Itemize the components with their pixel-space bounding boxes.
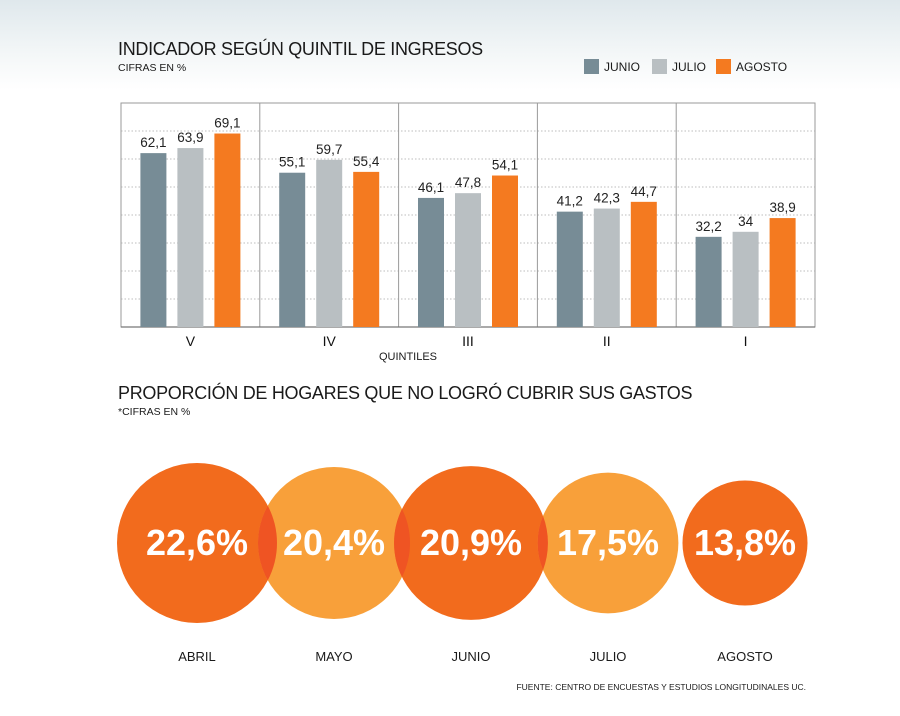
bubble-value-label: 20,4% (283, 522, 385, 563)
bar-julio-iii (455, 193, 481, 327)
bar-agosto-iv (353, 171, 380, 327)
bubble-month-label: JUNIO (452, 649, 491, 664)
bar-junio-v (140, 153, 167, 327)
bar-agosto-ii (630, 201, 657, 327)
bar-junio-iv (279, 172, 306, 327)
x-tick-label: III (462, 333, 474, 349)
bar-chart-subtitle: CIFRAS EN % (118, 62, 186, 74)
bar-junio-ii (556, 211, 583, 327)
bubble-julio (537, 472, 679, 614)
bar-agosto-v (214, 133, 241, 327)
bar-julio-ii (593, 208, 620, 327)
bubble-overlap (537, 515, 548, 571)
bubble-agosto (682, 480, 808, 606)
bar-value-label: 55,1 (279, 155, 305, 170)
source-note: FUENTE: CENTRO DE ENCUESTAS Y ESTUDIOS L… (516, 682, 806, 692)
bubble-abril (117, 463, 277, 623)
bar-chart-plot: 62,1 63,9 69,1 V 55,1 59,7 55,4 IV 46,1 47,8 54,1 I… (120, 102, 816, 349)
bubble-overlap (257, 505, 277, 581)
bar-agosto-i (769, 218, 796, 327)
bar-value-label: 62,1 (140, 135, 166, 150)
bar-junio-iii (418, 197, 444, 327)
x-axis-title: QUINTILES (379, 351, 437, 363)
bar-value-label: 69,1 (214, 116, 240, 131)
bubble-chart-title: PROPORCIÓN DE HOGARES QUE NO LOGRÓ CUBRI… (118, 382, 692, 403)
bar-value-label: 41,2 (557, 194, 583, 209)
bubble-month-label: ABRIL (178, 649, 216, 664)
bubble-month-label: MAYO (315, 649, 352, 664)
bubble-mayo (257, 466, 411, 620)
bar-value-label: 54,1 (492, 158, 518, 173)
bar-junio-i (695, 236, 722, 327)
x-tick-label: IV (323, 333, 337, 349)
bar-value-label: 59,7 (316, 142, 342, 157)
legend-label-julio: JULIO (672, 60, 706, 74)
bubble-overlap (394, 509, 411, 577)
legend-label-agosto: AGOSTO (736, 60, 787, 74)
bubble-value-label: 22,6% (146, 522, 248, 563)
bar-value-label: 63,9 (177, 130, 203, 145)
bar-value-label: 55,4 (353, 154, 380, 169)
bar-chart-title: INDICADOR SEGÚN QUINTIL DE INGRESOS (118, 38, 483, 59)
x-tick-label: II (603, 333, 611, 349)
legend-swatch-agosto (716, 59, 731, 74)
bubble-chart-subtitle: *CIFRAS EN % (118, 406, 190, 418)
bubble-value-label: 17,5% (557, 522, 659, 563)
x-tick-label: I (744, 333, 748, 349)
bubble-value-label: 13,8% (694, 522, 796, 563)
bar-value-label: 44,7 (631, 184, 657, 199)
bar-value-label: 34 (738, 214, 754, 229)
bar-value-label: 32,2 (695, 219, 721, 234)
bubble-junio (394, 466, 548, 620)
bubble-chart-plot: 22,6% ABRIL 20,4% MAYO 20,9% JUNIO 17,5% JULIO 1… (117, 463, 808, 664)
bar-value-label: 42,3 (594, 191, 620, 206)
legend-swatch-julio (652, 59, 667, 74)
bar-julio-i (732, 231, 759, 327)
bar-agosto-iii (492, 175, 518, 327)
legend: JUNIO JULIO AGOSTO (584, 59, 787, 74)
bar-value-label: 38,9 (769, 200, 795, 215)
bubble-value-label: 20,9% (420, 522, 522, 563)
bar-julio-iv (316, 159, 343, 327)
legend-label-junio: JUNIO (604, 60, 640, 74)
bar-value-label: 47,8 (455, 175, 481, 190)
bar-value-label: 46,1 (418, 180, 444, 195)
bubble-month-label: AGOSTO (717, 649, 772, 664)
legend-swatch-junio (584, 59, 599, 74)
x-tick-label: V (186, 333, 196, 349)
bubble-month-label: JULIO (590, 649, 627, 664)
bar-julio-v (177, 148, 204, 327)
